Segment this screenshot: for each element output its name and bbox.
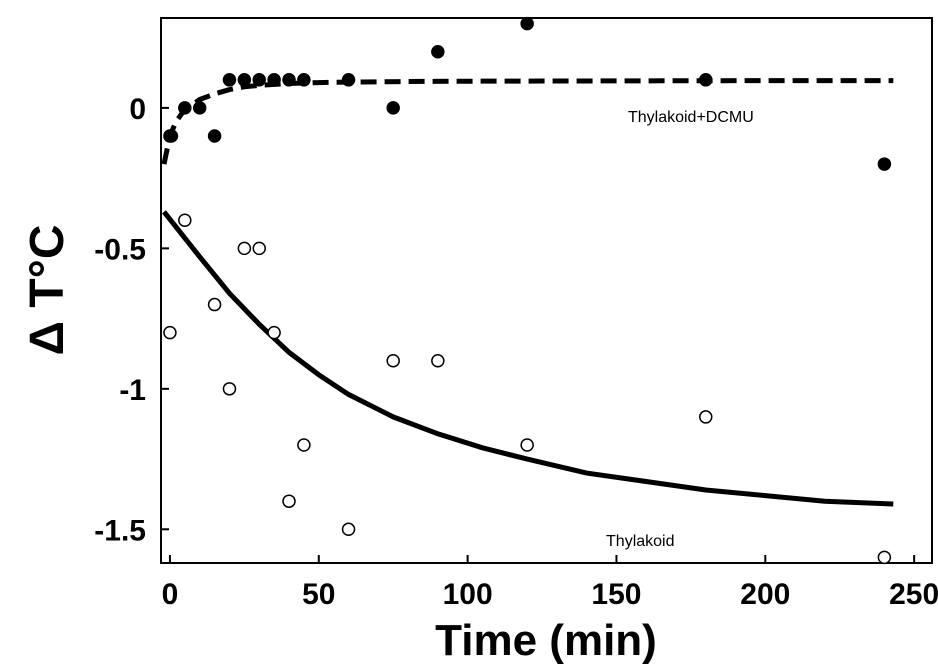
annotations: Thylakoid+DCMU Thylakoid — [606, 109, 754, 550]
data-point-thylakoid — [699, 410, 713, 424]
data-point-dcmu — [341, 73, 356, 87]
data-point-dcmu — [282, 73, 296, 87]
series-annotation: Thylakoid+DCMU — [628, 109, 754, 126]
data-point-dcmu — [386, 101, 400, 115]
axis-ticks: 0 50 100 150 200 250 0 -0.5 -1 -1.5 — [94, 93, 938, 611]
data-point-dcmu — [237, 73, 252, 87]
fit-curve-thylakoid — [162, 210, 894, 507]
data-point-dcmu — [192, 101, 207, 115]
data-point-thylakoid — [386, 353, 400, 368]
fit-curve-dcmu — [161, 78, 894, 165]
data-points — [163, 16, 892, 565]
data-point-dcmu — [877, 157, 892, 171]
y-tick-label: -1 — [119, 374, 146, 407]
data-point-thylakoid — [877, 550, 892, 565]
data-point-dcmu — [297, 73, 311, 87]
x-tick-label: 250 — [889, 578, 938, 611]
data-point-dcmu — [520, 16, 534, 31]
data-point-thylakoid — [178, 213, 192, 228]
y-tick-label: -1.5 — [94, 514, 146, 547]
data-point-dcmu — [222, 73, 237, 87]
x-tick-label: 100 — [443, 578, 493, 611]
x-tick-label: 150 — [591, 578, 641, 611]
data-point-thylakoid — [207, 297, 222, 312]
x-axis-title: Time (min) — [435, 616, 657, 665]
data-point-dcmu — [699, 73, 713, 87]
data-point-thylakoid — [163, 325, 177, 340]
data-point-thylakoid — [222, 382, 237, 396]
y-axis-title: Δ T°C — [21, 224, 74, 355]
x-tick-label: 50 — [302, 578, 335, 611]
series-annotation: Thylakoid — [606, 533, 674, 550]
data-point-dcmu — [164, 129, 179, 143]
y-tick-label: 0 — [129, 93, 146, 126]
data-point-thylakoid — [431, 353, 445, 368]
data-point-dcmu — [178, 101, 192, 115]
x-tick-label: 200 — [740, 578, 790, 611]
data-point-dcmu — [267, 73, 281, 87]
data-point-thylakoid — [282, 494, 296, 508]
data-point-dcmu — [431, 44, 445, 59]
data-point-thylakoid — [341, 522, 356, 537]
data-point-thylakoid — [297, 438, 311, 452]
y-tick-label: -0.5 — [94, 233, 146, 266]
plot-area — [160, 17, 933, 564]
data-point-thylakoid — [267, 325, 281, 340]
data-point-dcmu — [252, 73, 266, 87]
data-point-thylakoid — [252, 241, 266, 256]
x-tick-label: 0 — [162, 578, 179, 611]
data-point-dcmu — [207, 129, 222, 143]
data-point-thylakoid — [237, 241, 252, 256]
data-point-thylakoid — [520, 438, 534, 452]
